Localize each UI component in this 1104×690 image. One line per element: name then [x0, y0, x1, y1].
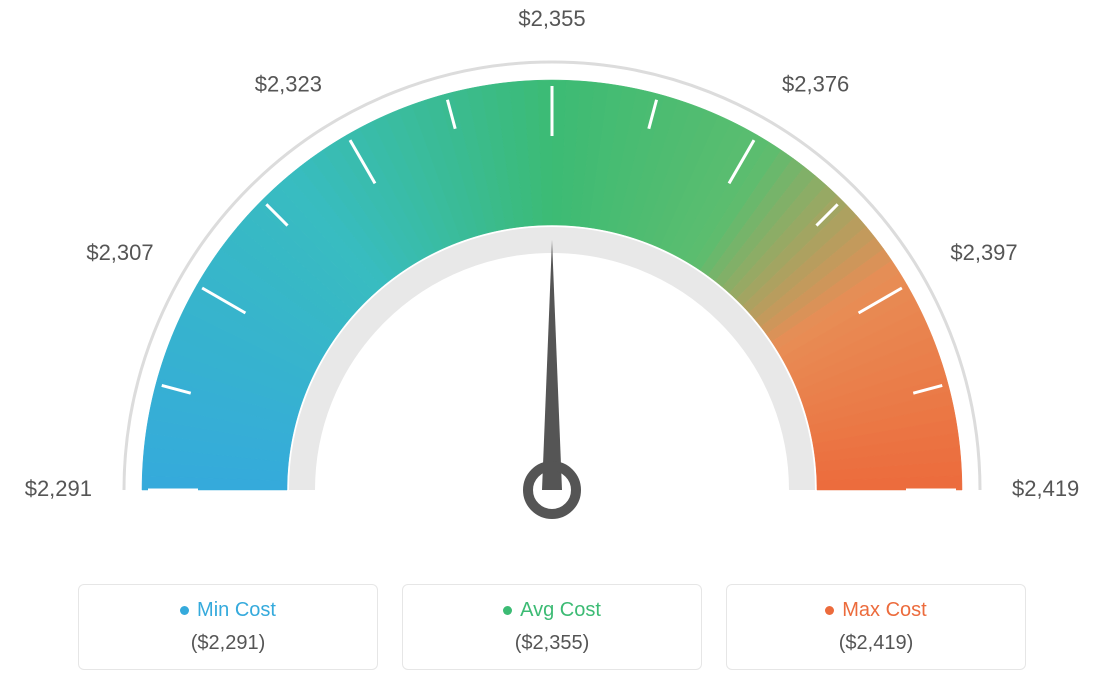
legend-label: Min Cost	[197, 599, 276, 621]
legend-value: ($2,419)	[737, 632, 1015, 655]
legend-bullet-icon	[825, 606, 834, 615]
gauge-chart-container: $2,291 $2,307 $2,323 $2,355 $2,376 $2,397 $2,4…	[0, 0, 1104, 690]
gauge-tick-label: $2,419	[1012, 476, 1079, 501]
gauge-tick-label: $2,397	[950, 240, 1017, 265]
legend-bullet-icon	[503, 606, 512, 615]
legend-card: Avg Cost ($2,355)	[402, 584, 702, 670]
legend-label: Avg Cost	[520, 599, 601, 621]
gauge-chart: $2,291 $2,307 $2,323 $2,355 $2,376 $2,397 $2,4…	[0, 0, 1104, 560]
legend-card-title: Avg Cost	[413, 599, 691, 622]
gauge-tick-label: $2,323	[255, 72, 322, 97]
legend-card-title: Max Cost	[737, 599, 1015, 622]
legend-card-title: Min Cost	[89, 599, 367, 622]
gauge-tick-label: $2,291	[25, 476, 92, 501]
legend-label: Max Cost	[842, 599, 926, 621]
legend-card: Min Cost ($2,291)	[78, 584, 378, 670]
gauge-tick-label: $2,376	[782, 72, 849, 97]
gauge-tick-label: $2,307	[86, 240, 153, 265]
legend-value: ($2,355)	[413, 632, 691, 655]
legend-value: ($2,291)	[89, 632, 367, 655]
legend-bullet-icon	[180, 606, 189, 615]
gauge-svg: $2,291 $2,307 $2,323 $2,355 $2,376 $2,397 $2,4…	[0, 0, 1104, 560]
gauge-tick-label: $2,355	[518, 6, 585, 31]
legend-card: Max Cost ($2,419)	[726, 584, 1026, 670]
legend-row: Min Cost ($2,291) Avg Cost ($2,355) Max Cost…	[0, 584, 1104, 670]
gauge-needle	[542, 240, 562, 490]
